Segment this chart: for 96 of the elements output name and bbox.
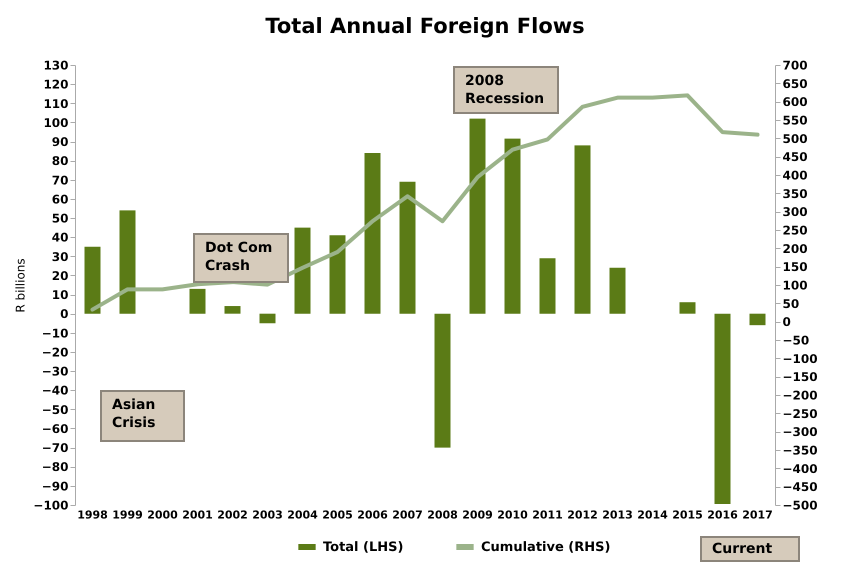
y2-tick-label: −150 [782,370,818,384]
x-tick-label: 2009 [462,508,493,522]
y2-tick-label: 300 [782,205,808,220]
annotation: 2008 Recession [453,66,559,114]
chart-title: Total Annual Foreign Flows [265,14,585,38]
text: Current [700,536,800,562]
y-tick-label: 50 [52,212,68,226]
y-tick-label: 70 [52,173,68,188]
bar [224,306,240,314]
y2-tick-label: −50 [782,334,810,348]
y-tick-label: 90 [52,135,68,150]
x-tick-label: 2011 [532,508,563,522]
y-tick-label: 0 [60,307,68,322]
y-tick-label: −60 [42,422,68,436]
y-tick-label: −80 [42,460,68,474]
bar [400,182,416,314]
y-tick-label: −90 [42,479,68,494]
y2-tick-label: 550 [782,114,808,128]
y2-tick-label: −500 [782,498,818,512]
x-tick-label: 2017 [742,508,773,522]
x-tick-label: 2005 [322,508,353,522]
y-tick-label: 120 [43,78,68,92]
legend-label: Cumulative (RHS) [481,540,610,555]
x-tick-label: 2010 [497,508,528,522]
x-tick-label: 2008 [427,508,458,522]
bar [330,235,346,314]
y-tick-label: 20 [52,268,68,283]
bar [84,246,100,314]
y-tick-label: −100 [33,498,68,512]
y-tick-label: 130 [43,58,68,72]
y2-tick-label: 200 [782,242,808,256]
x-tick-label: 2016 [707,508,738,522]
bar [364,153,380,314]
y2-tick-label: 650 [782,76,808,91]
x-tick-label: 2012 [567,508,598,522]
y2-tick-label: −250 [782,406,818,421]
x-tick-label: 2000 [147,508,178,522]
y2-tick-label: −200 [782,388,818,402]
y2-tick-label: 150 [782,260,808,274]
x-tick-label: 2003 [252,508,283,522]
x-tick-label: 1998 [77,508,108,522]
bar [680,302,696,314]
bar [294,228,310,314]
x-tick-label: 2002 [217,508,248,522]
x-tick-label: 2015 [672,508,703,522]
y-tick-label: 40 [52,230,68,245]
bar [470,118,486,314]
y2-tick-label: 500 [782,132,808,146]
y2-tick-label: 250 [782,224,808,238]
y-tick-label: −30 [42,364,68,379]
annotation: Dot Com Crash [193,233,289,283]
annotation: Asian Crisis [100,390,185,442]
y2-tick-label: 600 [782,95,808,110]
y-tick-label: 60 [52,192,68,206]
bar [504,138,520,314]
bar [574,145,590,314]
y-tick-label: 80 [52,154,68,168]
y-tick-label: −10 [42,326,68,340]
x-tick-label: 2006 [357,508,388,522]
y-tick-label: 100 [43,116,68,130]
y2-tick-label: −400 [782,462,818,476]
y-axis-title: R billions [13,258,28,313]
bar [540,258,556,314]
y2-tick-label: −350 [782,444,818,458]
bar [750,314,766,326]
line-series [90,93,760,312]
y2-tick-label: 100 [782,278,808,292]
bar [120,210,136,314]
legend-label: Total (LHS) [323,540,404,555]
x-tick-label: 2013 [602,508,633,522]
y-tick-label: −20 [42,345,68,360]
bar [610,268,626,314]
y2-tick-label: 50 [782,296,800,311]
x-tick-label: 2004 [287,508,318,522]
y-tick-label: −40 [42,384,68,398]
x-tick-label: 2014 [637,508,668,522]
y2-tick-label: −450 [782,480,818,494]
y-tick-label: 110 [43,96,68,111]
x-tick-label: 1999 [112,508,143,522]
bar [260,314,276,324]
y-tick-label: 30 [52,250,68,264]
y-tick-label: −50 [42,402,68,417]
bar [434,314,450,448]
y-tick-label: −70 [42,441,68,456]
y2-tick-label: −300 [782,425,818,440]
x-tick-label: 2001 [182,508,213,522]
y2-tick-label: 700 [782,58,808,72]
y2-tick-label: 0 [782,315,791,330]
x-tick-label: 2007 [392,508,423,522]
y2-tick-label: 450 [782,150,808,164]
bar [714,314,730,504]
y-tick-label: 10 [52,288,68,302]
y2-tick-label: 400 [782,168,808,182]
bar [190,288,206,314]
y2-tick-label: −100 [782,352,818,366]
y2-tick-label: 350 [782,186,808,201]
